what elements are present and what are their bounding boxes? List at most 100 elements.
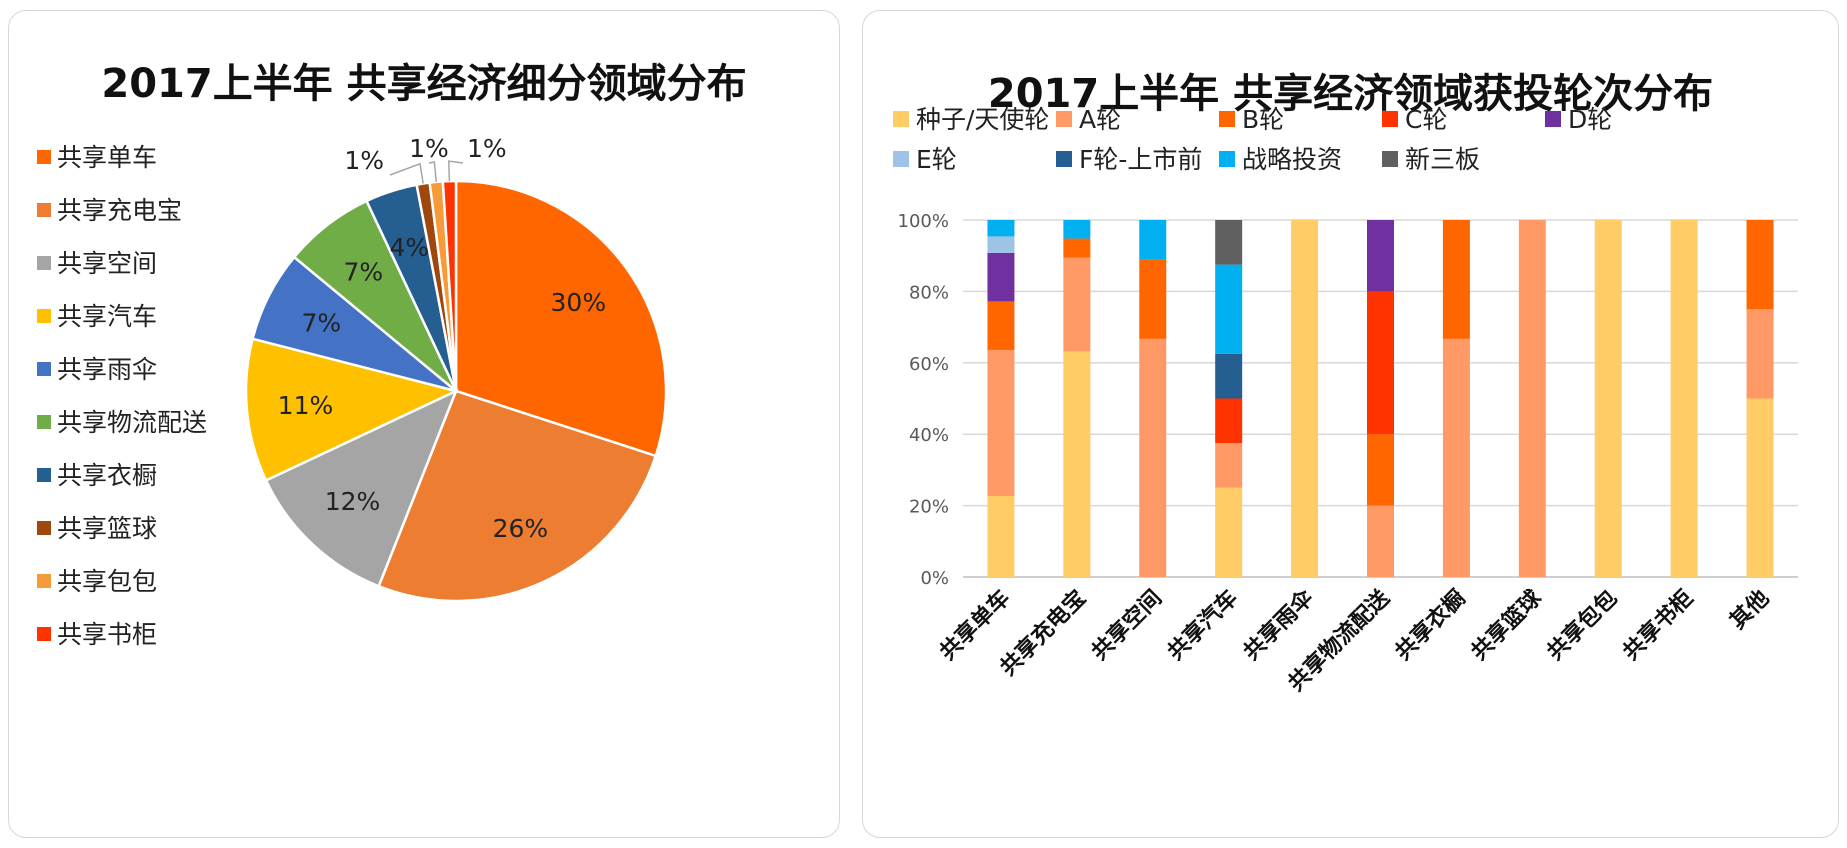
bar-segment [987, 252, 1015, 302]
bar-legend-swatch [1545, 111, 1561, 127]
bar-segment [1442, 220, 1470, 339]
y-tick-label: 20% [909, 497, 949, 518]
bar-segment [1139, 338, 1167, 577]
bar-segment [1367, 291, 1394, 435]
bar-legend-swatch [893, 151, 909, 167]
bar-segment [1063, 257, 1091, 352]
bar-segment [1518, 220, 1546, 577]
bar-segment [987, 301, 1015, 350]
pie-data-label: 30% [551, 288, 607, 317]
bar-legend-label: 战略投资 [1242, 145, 1342, 174]
pie-data-label: 12% [325, 487, 381, 516]
pie-legend-label: 共享单车 [57, 143, 157, 172]
pie-legend-label: 共享书柜 [57, 620, 157, 649]
x-tick-label: 共享包包 [1542, 585, 1623, 666]
pie-slice [264, 388, 459, 588]
y-tick-label: 0% [920, 568, 949, 589]
bar-segment [1367, 434, 1394, 506]
pie-data-label: 26% [493, 514, 549, 543]
bar-segment [987, 349, 1015, 496]
pie-slice [454, 179, 668, 458]
bar-legend-label: 新三板 [1405, 145, 1480, 174]
pie-data-label: 7% [343, 258, 383, 287]
pie-legend-label: 共享雨伞 [57, 355, 157, 384]
bar-segment [1367, 220, 1394, 292]
bar-segment [1442, 338, 1470, 577]
bar-segment [1063, 238, 1091, 258]
bar-legend-swatch [1219, 151, 1235, 167]
bar-segment [1215, 264, 1243, 354]
pie-legend-label: 共享篮球 [57, 514, 157, 543]
bar-segment [1746, 309, 1774, 399]
y-tick-label: 80% [909, 282, 949, 303]
bar-legend-swatch [1219, 111, 1235, 127]
pie-legend-swatch [37, 309, 51, 323]
pie-legend-label: 共享充电宝 [57, 196, 182, 225]
pie-chart: 共享单车共享充电宝共享空间共享汽车共享雨伞共享物流配送共享衣橱共享篮球共享包包共… [37, 134, 668, 649]
y-tick-label: 100% [898, 211, 949, 232]
bar-legend-label: 种子/天使轮 [916, 105, 1049, 134]
pie-chart-title: 2017上半年 共享经济细分领域分布 [101, 61, 747, 107]
bar-segment [1670, 220, 1698, 577]
bar-segment [1746, 398, 1774, 577]
y-tick-label: 40% [909, 425, 949, 446]
pie-leader-line [428, 161, 437, 183]
bar-legend-label: E轮 [916, 145, 957, 174]
pie-data-label: 1% [467, 134, 507, 163]
bar-segment [1063, 351, 1091, 577]
bar-legend-swatch [1382, 111, 1398, 127]
pie-legend-label: 共享衣橱 [57, 461, 157, 490]
bar-legend-swatch [1056, 111, 1072, 127]
bar-segment [987, 220, 1015, 237]
bar-segment [987, 236, 1015, 253]
bar-segment [1746, 220, 1774, 310]
pie-legend-swatch [37, 203, 51, 217]
x-tick-label: 共享书柜 [1618, 585, 1699, 666]
pie-chart-panel: 2017上半年 共享经济细分领域分布 共享单车共享充电宝共享空间共享汽车共享雨伞… [8, 10, 840, 838]
bar-segment [1215, 443, 1243, 488]
pie-legend-label: 共享物流配送 [57, 408, 207, 437]
pie-legend-swatch [37, 256, 51, 270]
bar-segment [1215, 398, 1243, 444]
x-tick-label: 共享衣橱 [1390, 585, 1471, 666]
x-tick-label: 其他 [1725, 586, 1774, 635]
pie-slice [244, 337, 460, 483]
bar-segment [1215, 220, 1243, 265]
pie-data-label: 1% [409, 134, 449, 163]
pie-leader-line [389, 162, 424, 184]
bar-segment [1594, 220, 1622, 577]
bar-segment [1215, 353, 1243, 399]
bar-segment [1139, 259, 1167, 339]
bar-segment [1139, 220, 1167, 260]
pie-data-label: 7% [301, 308, 341, 337]
pie-slice [377, 389, 658, 603]
x-tick-label: 共享单车 [935, 585, 1016, 666]
y-tick-label: 60% [909, 354, 949, 375]
x-tick-label: 共享汽车 [1162, 585, 1243, 666]
stacked-bar-chart: 种子/天使轮 A轮 B轮 C轮 D轮 E轮 F轮-上市前 战略投资 新三板 0% 20% 40% 60%… [893, 105, 1798, 697]
bar-legend-label: F轮-上市前 [1079, 145, 1202, 174]
bar-legend-swatch [1382, 151, 1398, 167]
pie-data-label: 4% [389, 233, 429, 262]
bar-legend-swatch [893, 111, 909, 127]
bar-segment [987, 495, 1015, 577]
pie-legend-label: 共享汽车 [57, 302, 157, 331]
x-tick-label: 共享雨伞 [1238, 584, 1319, 665]
pie-legend-label: 共享包包 [57, 567, 157, 596]
bar-legend-label: A轮 [1079, 105, 1121, 134]
bar-chart-panel: 2017上半年 共享经济领域获投轮次分布 种子/天使轮 A轮 B轮 C轮 D轮 E轮 F轮-… [862, 10, 1839, 838]
bar-legend-label: C轮 [1405, 105, 1447, 134]
pie-legend-label: 共享空间 [57, 249, 157, 278]
pie-legend-swatch [37, 574, 51, 588]
x-tick-label: 共享篮球 [1466, 584, 1547, 665]
bar-legend-swatch [1056, 151, 1072, 167]
bar-segment [1367, 505, 1394, 577]
bar-segment [1215, 487, 1243, 577]
pie-legend-swatch [37, 362, 51, 376]
bar-chart-title: 2017上半年 共享经济领域获投轮次分布 [987, 71, 1714, 117]
pie-data-label: 11% [278, 391, 334, 420]
pie-legend-swatch [37, 150, 51, 164]
pie-data-label: 1% [344, 146, 384, 175]
pie-legend-swatch [37, 415, 51, 429]
pie-legend-swatch [37, 627, 51, 641]
